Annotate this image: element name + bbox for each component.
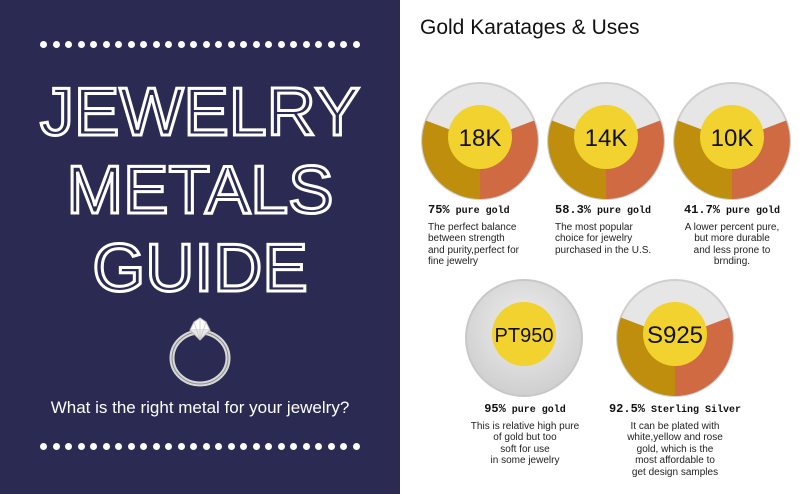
divider-dot bbox=[165, 442, 173, 450]
divider-dot bbox=[65, 40, 73, 48]
karat-18k-qualifier: pure gold bbox=[455, 206, 510, 217]
divider-dot bbox=[302, 442, 310, 450]
karat-14k-label: 14K bbox=[585, 125, 628, 152]
divider-dot bbox=[127, 40, 135, 48]
divider-dot bbox=[77, 40, 85, 48]
guide-title: JEWELRY METALS GUIDE bbox=[39, 75, 362, 300]
divider-dot bbox=[352, 442, 360, 450]
karat-10k-label: 10K bbox=[711, 125, 754, 152]
divider-dot bbox=[190, 442, 198, 450]
divider-dot bbox=[227, 40, 235, 48]
divider-dot bbox=[102, 442, 110, 450]
karat-14k-percent: 58.3% bbox=[555, 203, 592, 217]
karat-14k-qualifier: pure gold bbox=[597, 206, 652, 217]
ring-icon bbox=[169, 317, 231, 387]
divider-dot bbox=[152, 442, 160, 450]
title-line-3: GUIDE bbox=[92, 230, 307, 300]
karat-10k-circle: 10K bbox=[673, 82, 791, 200]
s925-info: 92.5% Sterling Silver It can be plated wi… bbox=[600, 402, 750, 478]
divider-dot bbox=[40, 442, 47, 450]
divider-dot bbox=[352, 40, 360, 48]
divider-dot bbox=[177, 40, 185, 48]
divider-dot bbox=[327, 442, 335, 450]
divider-dot bbox=[265, 40, 273, 48]
section-title: Gold Karatages & Uses bbox=[420, 16, 640, 39]
title-line-1: JEWELRY bbox=[40, 75, 360, 150]
divider-dot bbox=[40, 40, 47, 48]
divider-dot bbox=[202, 442, 210, 450]
divider-dot bbox=[327, 40, 335, 48]
dot-divider-bottom bbox=[40, 442, 360, 450]
divider-dot bbox=[177, 442, 185, 450]
divider-dot bbox=[140, 40, 148, 48]
divider-dot bbox=[340, 442, 348, 450]
divider-dot bbox=[302, 40, 310, 48]
divider-dot bbox=[315, 442, 323, 450]
karat-18k-description: The perfect balance between strength and… bbox=[428, 221, 519, 268]
divider-dot bbox=[190, 40, 198, 48]
pt950-info: 95% pure gold This is relative high pure … bbox=[450, 402, 600, 467]
divider-dot bbox=[277, 40, 285, 48]
karat-14k-info: 58.3% pure gold The most popular choice f… bbox=[555, 203, 675, 256]
divider-dot bbox=[340, 40, 348, 48]
dot-divider-top bbox=[40, 40, 360, 48]
divider-dot bbox=[252, 40, 260, 48]
karat-18k-percent: 75% bbox=[428, 203, 450, 217]
divider-dot bbox=[165, 40, 173, 48]
divider-dot bbox=[215, 40, 223, 48]
karat-18k-info: 75% pure gold The perfect balance between… bbox=[428, 203, 548, 268]
pt950-description: This is relative high pure of gold but t… bbox=[470, 420, 580, 467]
title-line-2: METALS bbox=[66, 152, 333, 228]
divider-dot bbox=[227, 442, 235, 450]
divider-dot bbox=[152, 40, 160, 48]
s925-qualifier: Sterling Silver bbox=[651, 405, 742, 416]
divider-dot bbox=[240, 40, 248, 48]
karat-10k-percent: 41.7% bbox=[683, 203, 720, 217]
divider-dot bbox=[115, 442, 123, 450]
guide-question: What is the right metal for your jewelry… bbox=[50, 398, 350, 417]
s925-percent: 92.5% bbox=[608, 402, 645, 416]
karat-14k-description: The most popular choice for jewelry purc… bbox=[555, 221, 652, 256]
pt950-qualifier: pure gold bbox=[511, 405, 566, 416]
divider-dot bbox=[215, 442, 223, 450]
divider-dot bbox=[65, 442, 73, 450]
divider-dot bbox=[77, 442, 85, 450]
s925-description: It can be plated with white,yellow and r… bbox=[627, 420, 723, 478]
pt950-label: PT950 bbox=[495, 325, 554, 347]
divider-dot bbox=[277, 442, 285, 450]
divider-dot bbox=[90, 442, 98, 450]
divider-dot bbox=[290, 442, 298, 450]
s925-circle: S925 bbox=[616, 279, 734, 397]
karat-10k-qualifier: pure gold bbox=[726, 206, 781, 217]
divider-dot bbox=[265, 442, 273, 450]
karat-18k-circle: 18K bbox=[421, 82, 539, 200]
left-panel: JEWELRY METALS GUIDE What is the right m… bbox=[0, 0, 400, 494]
divider-dot bbox=[52, 442, 60, 450]
karat-14k-circle: 14K bbox=[547, 82, 665, 200]
pt950-circle: PT950 bbox=[465, 279, 583, 397]
karat-18k-label: 18K bbox=[459, 125, 502, 152]
divider-dot bbox=[252, 442, 260, 450]
divider-dot bbox=[127, 442, 135, 450]
s925-label: S925 bbox=[647, 322, 703, 349]
divider-dot bbox=[52, 40, 60, 48]
pt950-percent: 95% bbox=[484, 402, 506, 416]
divider-dot bbox=[202, 40, 210, 48]
divider-dot bbox=[115, 40, 123, 48]
divider-dot bbox=[90, 40, 98, 48]
divider-dot bbox=[290, 40, 298, 48]
karat-10k-description: A lower percent pure, but more durable a… bbox=[684, 221, 780, 268]
divider-dot bbox=[240, 442, 248, 450]
divider-dot bbox=[315, 40, 323, 48]
divider-dot bbox=[102, 40, 110, 48]
divider-dot bbox=[140, 442, 148, 450]
karat-10k-info: 41.7% pure gold A lower percent pure, but… bbox=[670, 203, 794, 268]
